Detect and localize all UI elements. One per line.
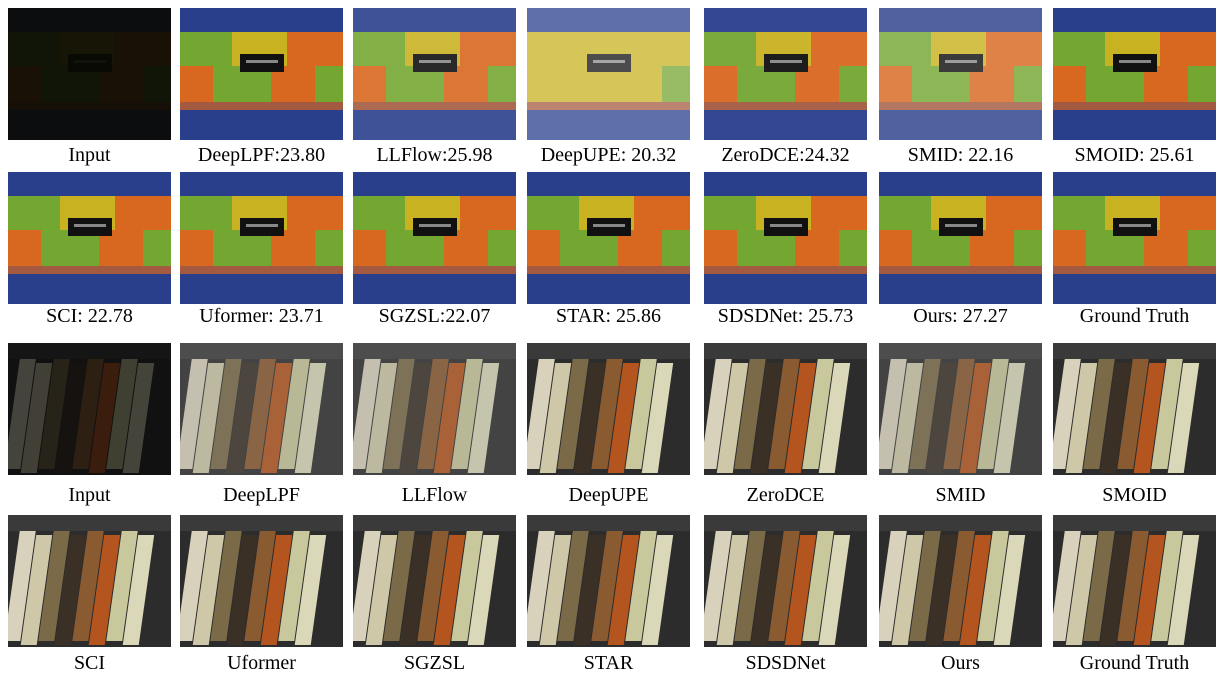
caption: STAR: 25.86 xyxy=(521,304,696,328)
caption: SMOID: 25.61 xyxy=(1047,143,1222,167)
caption: SDSDNet xyxy=(698,651,873,673)
caption: SGZSL xyxy=(347,651,522,673)
result-image xyxy=(527,343,690,475)
caption: DeepUPE xyxy=(521,483,696,507)
result-image xyxy=(879,343,1042,475)
caption: LLFlow xyxy=(347,483,522,507)
caption: Uformer: 23.71 xyxy=(174,304,349,328)
result-image xyxy=(180,515,343,647)
result-image xyxy=(704,515,867,647)
caption: SCI xyxy=(2,651,177,673)
result-image xyxy=(8,172,171,304)
result-image xyxy=(8,8,171,140)
result-image xyxy=(180,343,343,475)
caption: DeepLPF xyxy=(174,483,349,507)
caption: SMID xyxy=(873,483,1048,507)
result-image xyxy=(180,8,343,140)
result-image xyxy=(180,172,343,304)
caption: Uformer xyxy=(174,651,349,673)
result-image xyxy=(353,172,516,304)
caption: Ground Truth xyxy=(1047,304,1222,328)
caption: Ours xyxy=(873,651,1048,673)
result-image xyxy=(879,8,1042,140)
caption: DeepUPE: 20.32 xyxy=(521,143,696,167)
caption: SDSDNet: 25.73 xyxy=(698,304,873,328)
result-image xyxy=(879,172,1042,304)
caption: LLFlow:25.98 xyxy=(347,143,522,167)
result-image xyxy=(704,8,867,140)
caption: DeepLPF:23.80 xyxy=(174,143,349,167)
result-image xyxy=(527,8,690,140)
result-image xyxy=(8,515,171,647)
result-image xyxy=(527,172,690,304)
result-image xyxy=(704,343,867,475)
result-image xyxy=(527,515,690,647)
caption: Input xyxy=(2,483,177,507)
result-image xyxy=(1053,172,1216,304)
caption: Input xyxy=(2,143,177,167)
caption: SMOID xyxy=(1047,483,1222,507)
result-image xyxy=(1053,343,1216,475)
result-image xyxy=(879,515,1042,647)
result-image xyxy=(353,515,516,647)
result-image xyxy=(704,172,867,304)
caption: Ours: 27.27 xyxy=(873,304,1048,328)
caption: SMID: 22.16 xyxy=(873,143,1048,167)
caption: ZeroDCE:24.32 xyxy=(698,143,873,167)
result-image xyxy=(1053,8,1216,140)
caption: SGZSL:22.07 xyxy=(347,304,522,328)
caption: STAR xyxy=(521,651,696,673)
result-image xyxy=(1053,515,1216,647)
result-image xyxy=(8,343,171,475)
caption: SCI: 22.78 xyxy=(2,304,177,328)
caption: Ground Truth xyxy=(1047,651,1222,673)
result-image xyxy=(353,8,516,140)
caption: ZeroDCE xyxy=(698,483,873,507)
result-image xyxy=(353,343,516,475)
figure: InputDeepLPF:23.80LLFlow:25.98DeepUPE: 2… xyxy=(0,0,1225,673)
